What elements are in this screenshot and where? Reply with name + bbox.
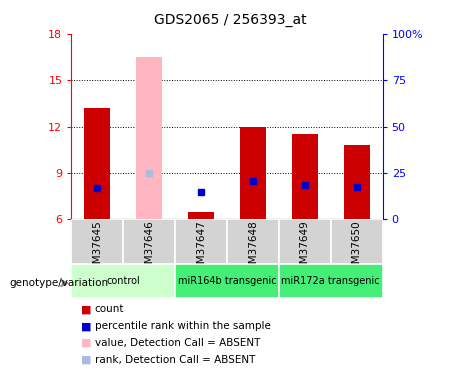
Text: rank, Detection Call = ABSENT: rank, Detection Call = ABSENT <box>95 355 255 365</box>
Text: percentile rank within the sample: percentile rank within the sample <box>95 321 271 331</box>
Text: ■: ■ <box>81 338 91 348</box>
Bar <box>344 145 370 219</box>
Bar <box>292 134 318 219</box>
Bar <box>227 219 279 264</box>
Text: GSM37645: GSM37645 <box>92 220 102 277</box>
Bar <box>124 219 175 264</box>
Text: ■: ■ <box>81 304 91 314</box>
Bar <box>175 264 279 298</box>
Bar <box>175 219 227 264</box>
Bar <box>71 264 175 298</box>
Bar <box>279 264 383 298</box>
Text: GSM37648: GSM37648 <box>248 220 258 277</box>
Text: miR172a transgenic: miR172a transgenic <box>282 276 380 286</box>
Text: GSM37646: GSM37646 <box>144 220 154 277</box>
Text: genotype/variation: genotype/variation <box>9 278 108 288</box>
Bar <box>188 211 214 219</box>
Text: value, Detection Call = ABSENT: value, Detection Call = ABSENT <box>95 338 260 348</box>
Text: GSM37649: GSM37649 <box>300 220 310 277</box>
Bar <box>279 219 331 264</box>
Text: count: count <box>95 304 124 314</box>
Text: ■: ■ <box>81 321 91 331</box>
Bar <box>331 219 383 264</box>
Text: control: control <box>106 276 140 286</box>
Bar <box>71 219 124 264</box>
Text: miR164b transgenic: miR164b transgenic <box>178 276 276 286</box>
Text: GSM37650: GSM37650 <box>352 220 362 277</box>
Text: ■: ■ <box>81 355 91 365</box>
Bar <box>136 57 162 219</box>
Bar <box>240 127 266 219</box>
Text: GDS2065 / 256393_at: GDS2065 / 256393_at <box>154 13 307 27</box>
Text: GSM37647: GSM37647 <box>196 220 206 277</box>
Bar <box>84 108 110 219</box>
